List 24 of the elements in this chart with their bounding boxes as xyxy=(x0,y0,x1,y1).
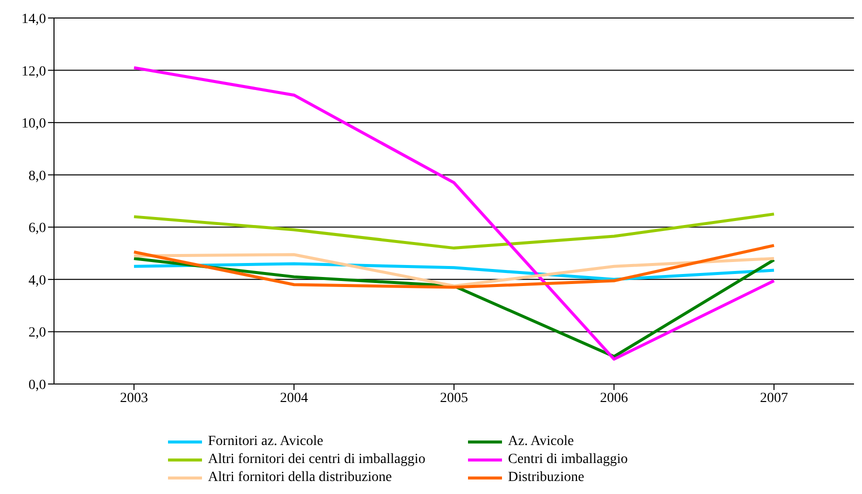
y-tick-label: 8,0 xyxy=(28,168,46,184)
legend-label: Fornitori az. Avicole xyxy=(208,434,324,450)
y-tick-label: 14,0 xyxy=(22,12,46,27)
legend-label: Az. Avicole xyxy=(508,434,574,450)
line-series xyxy=(132,212,776,250)
y-tick-label: 4,0 xyxy=(28,273,46,288)
y-tick-label: 2,0 xyxy=(28,326,46,341)
line-series xyxy=(132,253,776,288)
legend-label: Altri fornitori dei centri di imballaggio xyxy=(208,452,426,468)
line-series xyxy=(132,257,776,358)
y-tick-label: 10,0 xyxy=(22,116,46,132)
line-series xyxy=(132,66,776,361)
line-series xyxy=(132,244,776,289)
legend-label: Distribuzione xyxy=(508,470,584,486)
legend-label: Centri di imballaggio xyxy=(508,452,628,468)
x-tick-label: 2005 xyxy=(440,390,468,406)
y-tick-label: 6,0 xyxy=(28,221,46,236)
x-tick-label: 2006 xyxy=(600,390,628,406)
y-tick-label: 0,0 xyxy=(28,378,46,393)
legend-label: Altri fornitori della distribuzione xyxy=(208,470,392,486)
y-tick-label: 12,0 xyxy=(22,64,46,80)
x-tick-label: 2004 xyxy=(280,390,308,406)
x-tick-label: 2007 xyxy=(760,390,788,406)
x-tick-label: 2003 xyxy=(120,390,148,406)
